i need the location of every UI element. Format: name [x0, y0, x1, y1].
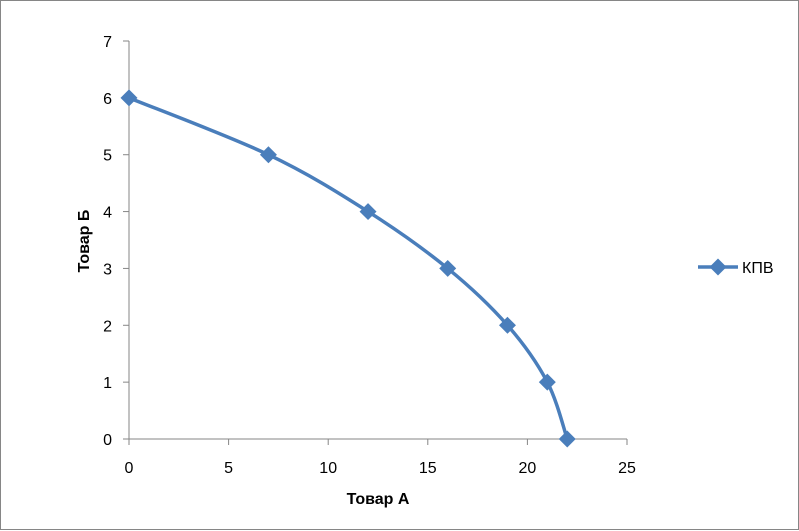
x-tick-label: 25: [618, 460, 636, 477]
y-tick-label: 0: [103, 432, 112, 449]
x-tick-label: 0: [125, 460, 134, 477]
y-tick-label: 1: [103, 375, 112, 392]
tick-labels: 0 1 2 3 4 5 6 7 0 5 10 15 20 25: [103, 34, 636, 477]
legend-label-kpv: КПВ: [742, 260, 774, 277]
y-axis-title: Товар Б: [76, 210, 93, 273]
data-point-marker: [359, 203, 377, 221]
y-tick-label: 2: [103, 318, 112, 335]
series-layer: [120, 89, 576, 448]
axes: [128, 41, 627, 440]
data-point-marker: [259, 146, 277, 164]
legend: КПВ: [698, 258, 774, 277]
data-point-marker: [439, 259, 457, 277]
x-axis-title: Товар А: [347, 491, 410, 508]
x-tick-label: 5: [224, 460, 233, 477]
legend-marker-kpv: [709, 258, 727, 276]
x-tick-label: 20: [519, 460, 537, 477]
y-tick-label: 7: [103, 34, 112, 51]
y-tick-label: 3: [103, 261, 112, 278]
x-tick-label: 10: [319, 460, 337, 477]
y-tick-label: 4: [103, 205, 112, 222]
data-point-marker: [120, 89, 138, 107]
x-tick-label: 15: [419, 460, 437, 477]
series-line-kpv: [128, 96, 569, 440]
y-tick-label: 5: [103, 148, 112, 165]
y-tick-label: 6: [103, 91, 112, 108]
data-point-marker: [538, 373, 556, 391]
data-point-marker: [558, 430, 576, 448]
